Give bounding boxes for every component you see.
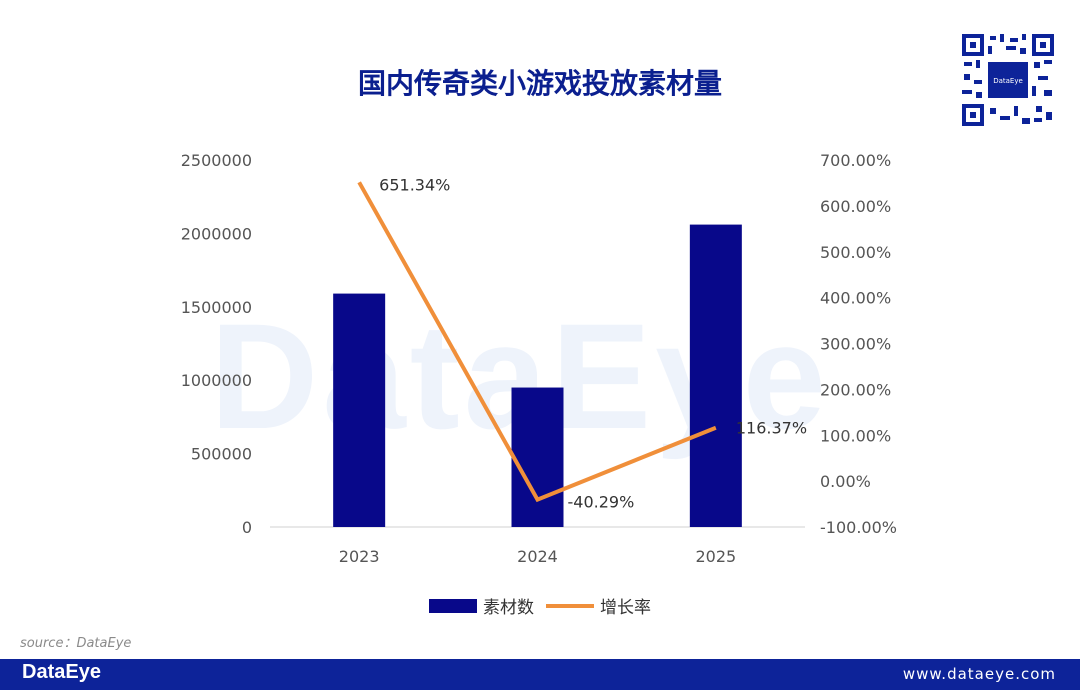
y-right-tick-label: 200.00% <box>820 380 891 399</box>
chart-title: 国内传奇类小游戏投放素材量 <box>357 67 722 100</box>
y-right-tick-label: 700.00% <box>820 151 891 170</box>
y-right-tick-label: 100.00% <box>820 426 891 445</box>
data-label: -40.29% <box>568 493 635 512</box>
y-right-tick-label: -100.00% <box>820 518 897 537</box>
legend-item-bar: 素材数 <box>429 593 534 618</box>
y-left-tick-label: 0 <box>242 518 252 537</box>
y-left-tick-label: 500000 <box>191 445 252 464</box>
x-tick-label: 2025 <box>695 547 736 566</box>
legend-label-bar: 素材数 <box>483 598 534 618</box>
footer-url: www.dataeye.com <box>902 665 1056 683</box>
y-right-tick-label: 300.00% <box>820 335 891 354</box>
qr-code-icon: DataEye <box>960 32 1056 128</box>
legend-label-line: 增长率 <box>600 598 651 618</box>
y-left-tick-label: 2500000 <box>181 151 252 170</box>
qr-logo-label: DataEye <box>993 77 1023 85</box>
bar <box>511 387 564 527</box>
legend-swatch-bar <box>429 598 477 613</box>
source-note: source：DataEye <box>20 636 132 651</box>
legend-swatch-line <box>546 603 594 608</box>
data-label: 651.34% <box>379 175 450 194</box>
data-label: 116.37% <box>736 419 807 438</box>
x-tick-label: 2023 <box>339 547 380 566</box>
y-right-tick-label: 0.00% <box>820 472 871 491</box>
y-right-tick-label: 400.00% <box>820 289 891 308</box>
bar <box>333 293 386 527</box>
x-tick-label: 2024 <box>517 547 558 566</box>
y-left-tick-label: 2000000 <box>181 224 252 243</box>
bar <box>689 224 742 528</box>
legend: 素材数 增长率 <box>0 593 1080 618</box>
y-right-tick-label: 600.00% <box>820 197 891 216</box>
y-right-tick-label: 500.00% <box>820 243 891 262</box>
y-left-tick-label: 1000000 <box>181 371 252 390</box>
y-left-tick-label: 1500000 <box>181 298 252 317</box>
footer-bar: DataEye www.dataeye.com <box>0 659 1080 690</box>
legend-item-line: 增长率 <box>546 593 651 618</box>
footer-logo: DataEye <box>22 661 101 683</box>
